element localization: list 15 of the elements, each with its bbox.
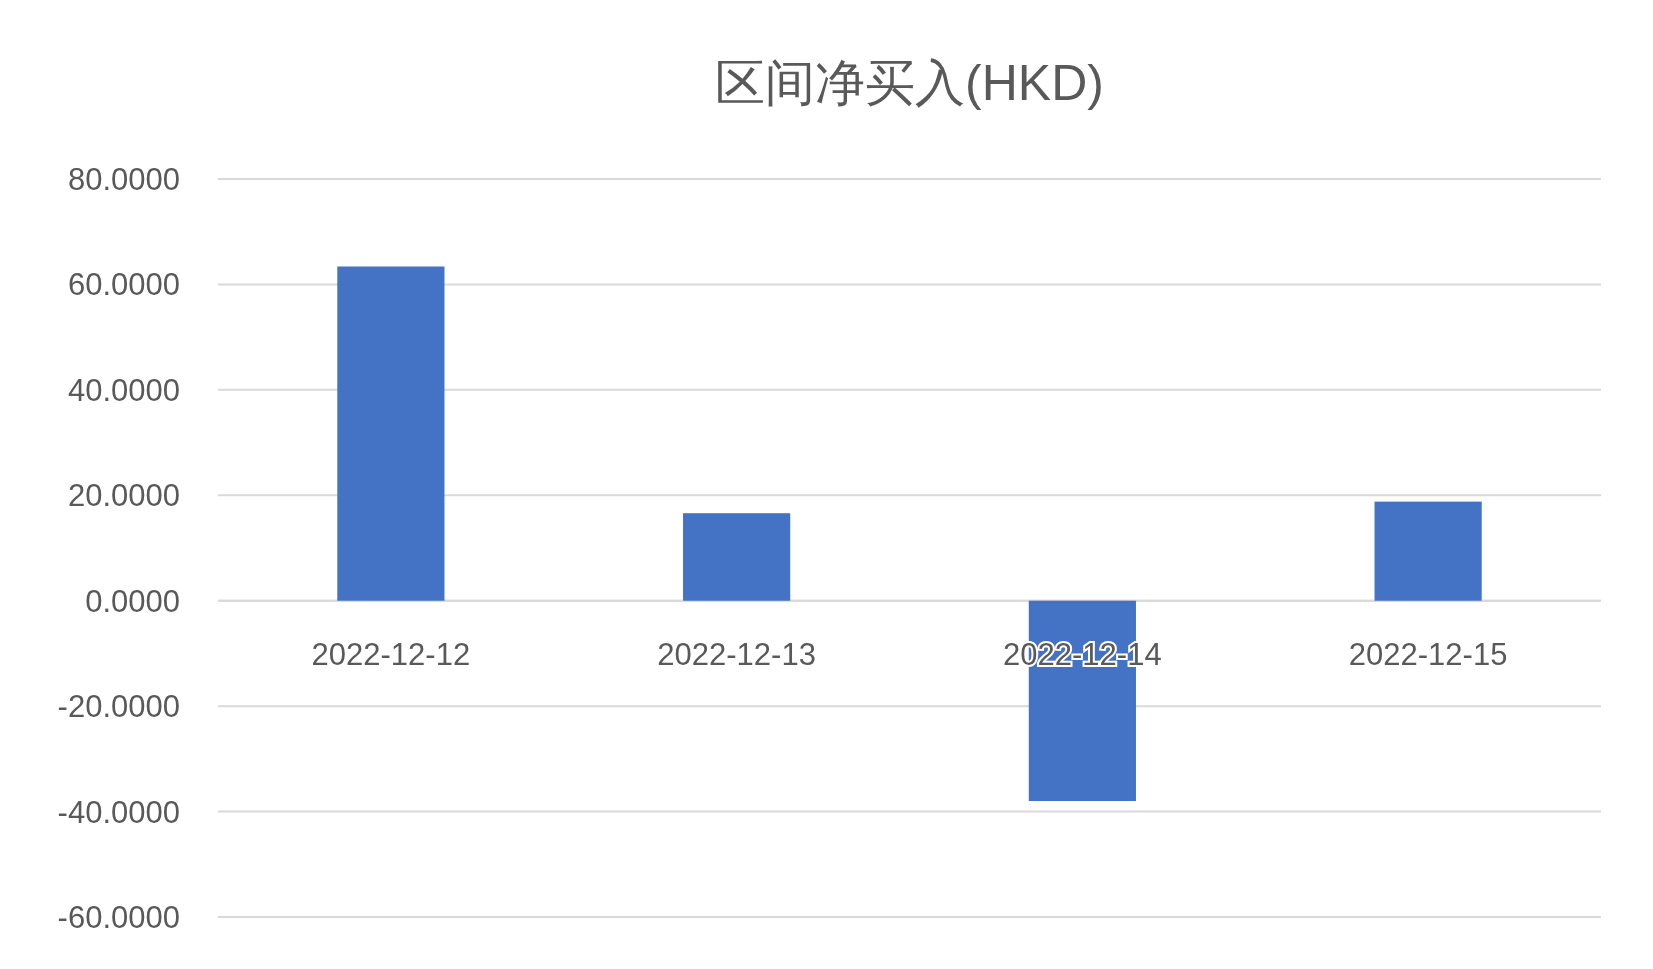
x-tick-label: 2022-12-12: [311, 636, 471, 672]
y-tick-label: 80.0000: [67, 162, 180, 197]
bar: [337, 266, 445, 601]
x-tick-label: 2022-12-13: [657, 636, 816, 672]
bar: [1374, 501, 1482, 601]
y-tick-label: 40.0000: [67, 372, 180, 408]
y-tick-label: 20.0000: [67, 478, 180, 514]
y-tick-label: 60.0000: [67, 267, 180, 303]
y-tick-label: 0.0000: [85, 583, 180, 619]
x-tick-label: 2022-12-15: [1348, 636, 1508, 672]
y-tick-label: -20.0000: [57, 689, 180, 725]
y-tick-label: -60.0000: [57, 900, 180, 935]
bar: [683, 513, 791, 601]
chart-title: 区间净买入(HKD): [715, 55, 1104, 111]
y-tick-label: -40.0000: [57, 794, 180, 830]
